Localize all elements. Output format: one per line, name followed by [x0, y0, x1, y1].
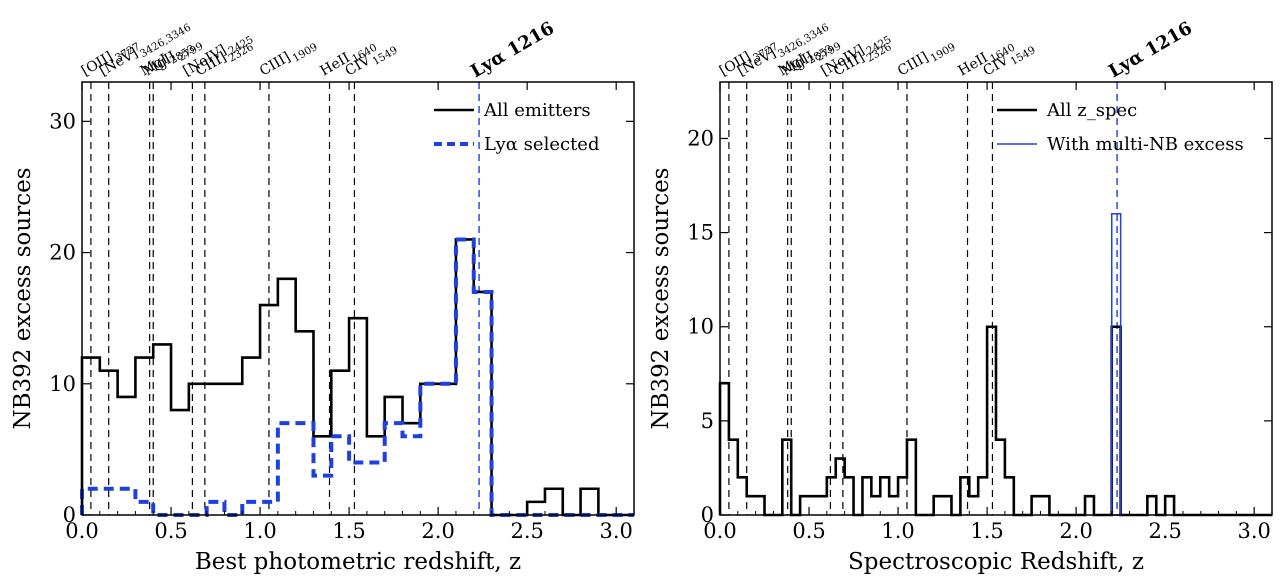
plot-frame — [81, 81, 635, 516]
emission-line-name: CIII] — [895, 49, 931, 79]
x-tick-label: 0.0 — [703, 519, 736, 543]
emission-line-label: CIII]1909 — [257, 35, 320, 82]
histogram-series-1 — [718, 325, 1272, 517]
chart-panel-1: [OII]3727[NeV]3426,3346MgI2853MgII2799[N… — [10, 18, 635, 575]
y-axis-label: NB392 excess sources — [10, 168, 36, 430]
emission-line-label: CIII]1909 — [895, 35, 958, 82]
x-tick-label: 2.5 — [510, 519, 543, 543]
chart-panel-2: [OII]3727[NeV]3426,3346MgI2853MgII2799[N… — [648, 18, 1273, 575]
emission-line-wavelength: 1909 — [291, 41, 320, 65]
x-tick-label: 0.5 — [792, 519, 825, 543]
y-axis-label: NB392 excess sources — [648, 168, 674, 430]
legend: All emitters Lyα selected — [434, 100, 599, 155]
plot-frame — [719, 81, 1273, 516]
x-tick-label: 3.0 — [1237, 519, 1270, 543]
histogram-series-1 — [80, 238, 634, 517]
x-tick-label: 2.0 — [421, 519, 454, 543]
histogram-bar — [1110, 213, 1122, 516]
y-tick-label: 0 — [701, 503, 714, 527]
legend-label: All emitters — [483, 100, 591, 121]
legend-label: With multi-NB excess — [1047, 134, 1244, 155]
emission-line-name: CIII] — [257, 49, 293, 79]
y-tick-label: 30 — [49, 109, 76, 133]
x-tick-label: 3.0 — [599, 519, 632, 543]
emission-line-wavelength: 1909 — [929, 41, 958, 65]
x-tick-label: 0.5 — [154, 519, 187, 543]
y-tick-label: 20 — [687, 126, 714, 150]
x-tick-label: 1.0 — [243, 519, 276, 543]
lya-line-label: Lyα 1216 — [1105, 18, 1196, 83]
legend-label: Lyα selected — [484, 134, 599, 155]
x-tick-label: 1.0 — [881, 519, 914, 543]
legend-label: All z_spec — [1046, 100, 1137, 121]
y-tick-label: 20 — [49, 241, 76, 265]
x-tick-label: 0.0 — [65, 519, 98, 543]
y-tick-label: 10 — [687, 315, 714, 339]
lya-line-label: Lyα 1216 — [467, 18, 558, 83]
y-tick-label: 10 — [49, 372, 76, 396]
legend: All z_spec With multi-NB excess — [997, 100, 1244, 155]
x-tick-label: 2.5 — [1148, 519, 1181, 543]
x-tick-label: 2.0 — [1059, 519, 1092, 543]
histogram-series-2 — [80, 237, 634, 517]
x-tick-label: 1.5 — [332, 519, 365, 543]
y-tick-label: 5 — [701, 409, 714, 433]
x-axis-label: Best photometric redshift, z — [195, 549, 521, 575]
x-axis-label: Spectroscopic Redshift, z — [848, 549, 1144, 575]
y-tick-label: 0 — [63, 503, 76, 527]
y-tick-label: 15 — [687, 221, 714, 245]
x-tick-label: 1.5 — [970, 519, 1003, 543]
